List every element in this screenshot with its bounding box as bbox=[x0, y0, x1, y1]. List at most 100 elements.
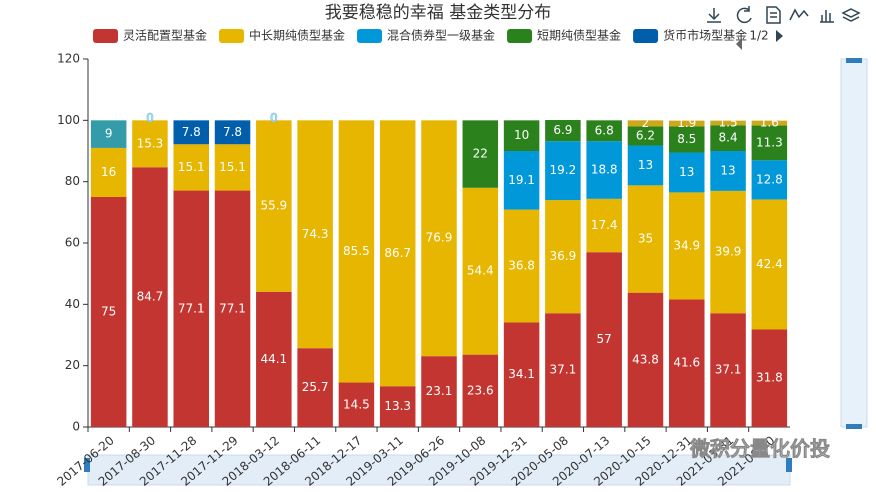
bar-segment bbox=[173, 144, 209, 191]
bar-segment bbox=[462, 187, 499, 355]
y-zoom-handle[interactable] bbox=[846, 58, 862, 63]
value-label: 15.1 bbox=[219, 160, 246, 174]
bar-segment bbox=[379, 120, 416, 387]
legend-swatch bbox=[93, 29, 118, 43]
value-label: 0 bbox=[270, 111, 278, 125]
watermark: 微积分量化价投 bbox=[689, 437, 830, 461]
bar-segment bbox=[710, 120, 746, 126]
toolbox bbox=[707, 6, 861, 24]
value-label: 13 bbox=[679, 165, 694, 179]
bar-segment bbox=[256, 120, 292, 292]
bar-segment bbox=[710, 313, 746, 427]
chart-title: 我要稳稳的幸福 基金类型分布 bbox=[325, 3, 551, 23]
legend-label: 货币市场型基金 bbox=[663, 28, 747, 43]
bar-segment bbox=[669, 152, 705, 193]
bar-segment bbox=[214, 120, 251, 145]
bar-icon[interactable] bbox=[820, 10, 834, 23]
value-label: 41.6 bbox=[673, 356, 700, 370]
legend-page: 1/2 bbox=[749, 29, 768, 43]
x-zoom-handle[interactable] bbox=[786, 458, 792, 472]
save-icon[interactable] bbox=[707, 8, 721, 23]
legend-label: 灵活配置型基金 bbox=[123, 28, 207, 43]
bar-segment bbox=[669, 120, 705, 127]
bar-segment bbox=[627, 145, 664, 186]
bar-segment bbox=[338, 382, 375, 427]
bar-segment bbox=[421, 356, 457, 427]
x-zoom-handle[interactable] bbox=[84, 458, 90, 472]
value-label: 23.1 bbox=[426, 384, 453, 398]
bar-segment bbox=[462, 120, 499, 188]
bar-segment bbox=[751, 160, 788, 200]
legend-swatch bbox=[633, 29, 659, 43]
bar-segment bbox=[586, 120, 622, 142]
bar-segment bbox=[545, 313, 581, 427]
value-label: 55.9 bbox=[260, 199, 287, 213]
bar-segment bbox=[669, 126, 705, 153]
y-tick-label: 20 bbox=[65, 358, 80, 372]
bar-segment bbox=[545, 200, 581, 314]
legend-prev[interactable] bbox=[736, 38, 742, 50]
value-label: 1.6 bbox=[760, 116, 779, 130]
value-label: 36.8 bbox=[508, 259, 535, 273]
bar-segment bbox=[586, 141, 622, 199]
bar-segment bbox=[751, 329, 788, 427]
value-label: 77.1 bbox=[219, 301, 246, 315]
value-label: 19.1 bbox=[508, 173, 535, 187]
value-label: 37.1 bbox=[550, 363, 577, 377]
value-label: 15.3 bbox=[137, 136, 164, 150]
bar-segment bbox=[503, 120, 540, 151]
y-tick-label: 40 bbox=[65, 297, 80, 311]
value-label: 11.3 bbox=[756, 135, 783, 149]
bar-segment bbox=[503, 209, 540, 323]
value-label: 35 bbox=[638, 232, 653, 246]
value-label: 39.9 bbox=[715, 245, 742, 259]
bar-segment bbox=[751, 120, 788, 126]
stack-icon[interactable] bbox=[841, 8, 861, 22]
bar-segment bbox=[421, 120, 457, 357]
value-label: 19.2 bbox=[550, 163, 577, 177]
bar-segment bbox=[545, 120, 581, 142]
value-label: 14.5 bbox=[343, 397, 370, 411]
value-label: 17.4 bbox=[591, 218, 618, 232]
legend-label: 短期纯债型基金 bbox=[537, 28, 621, 43]
y-zoom-slider[interactable] bbox=[840, 58, 868, 428]
bar-segment bbox=[379, 386, 416, 427]
value-label: 1.5 bbox=[719, 115, 738, 129]
y-zoom-handle[interactable] bbox=[846, 424, 862, 429]
value-label: 22 bbox=[473, 147, 488, 161]
bar-segment bbox=[627, 126, 664, 146]
data-view-icon[interactable] bbox=[766, 6, 781, 24]
bar-segment bbox=[90, 147, 127, 197]
legend-label: 中长期纯债型基金 bbox=[249, 28, 345, 43]
value-label: 6.9 bbox=[553, 123, 572, 137]
legend-swatch bbox=[507, 29, 533, 43]
value-label: 0 bbox=[146, 111, 154, 125]
value-label: 76.9 bbox=[426, 231, 453, 245]
value-label: 37.1 bbox=[715, 363, 742, 377]
legend-swatch bbox=[219, 29, 245, 43]
value-label: 23.6 bbox=[467, 383, 494, 397]
value-label: 1.9 bbox=[677, 116, 696, 130]
legend-next[interactable] bbox=[776, 30, 783, 42]
x-zoom-window[interactable] bbox=[88, 455, 790, 485]
value-label: 75 bbox=[101, 305, 116, 319]
line-icon[interactable] bbox=[789, 8, 809, 21]
value-label: 44.1 bbox=[260, 352, 287, 366]
bar-segment bbox=[132, 120, 168, 168]
value-label: 13 bbox=[638, 158, 653, 172]
restore-icon[interactable] bbox=[736, 6, 752, 24]
bar-segment bbox=[751, 125, 788, 161]
bar-segment bbox=[173, 120, 209, 145]
value-label: 18.8 bbox=[591, 163, 618, 177]
bar-segment bbox=[503, 151, 540, 210]
bar-segment bbox=[297, 348, 333, 427]
legend-swatch bbox=[357, 29, 383, 43]
y-tick-label: 0 bbox=[72, 420, 80, 434]
value-label: 86.7 bbox=[384, 246, 411, 260]
value-label: 13.3 bbox=[384, 399, 411, 413]
legend: 灵活配置型基金 中长期纯债型基金 混合债券型一级基金 短期纯债型基金 货币市场型基金 bbox=[93, 28, 747, 43]
value-label: 16 bbox=[101, 165, 116, 179]
value-label: 7.8 bbox=[223, 125, 242, 139]
bar-segment bbox=[503, 322, 540, 427]
bar-segment bbox=[710, 190, 746, 314]
